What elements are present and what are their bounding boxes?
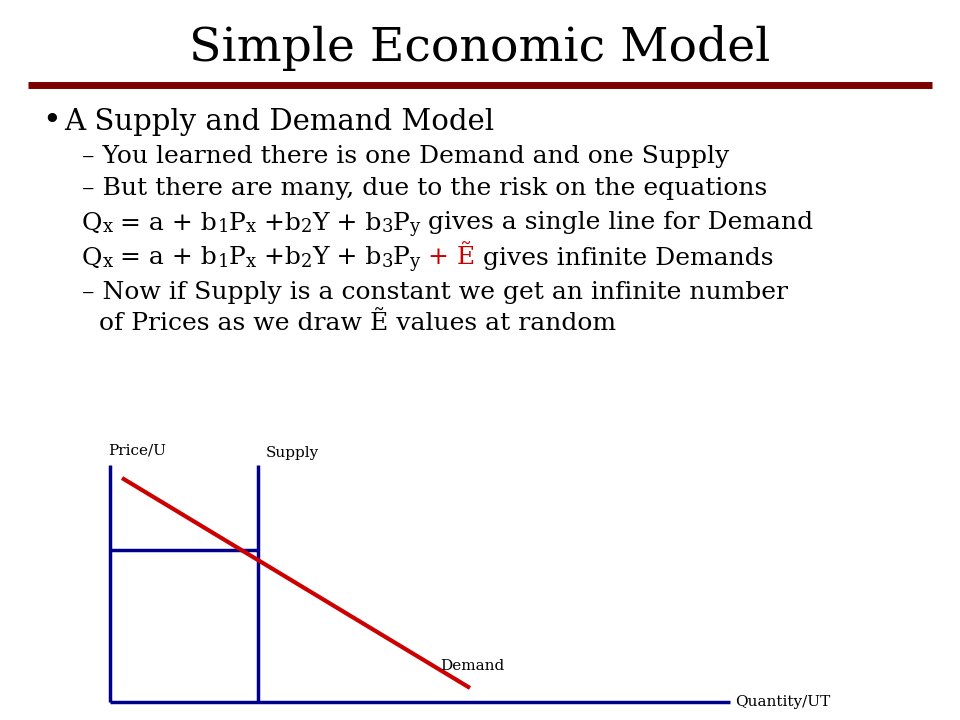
Text: 3: 3 [381,253,393,271]
Text: 3: 3 [381,218,393,236]
Text: x: x [246,218,255,236]
Text: of Prices as we draw Ẽ values at random: of Prices as we draw Ẽ values at random [99,312,616,335]
Text: P: P [228,212,246,235]
Text: 2: 2 [300,253,312,271]
Text: gives a single line for Demand: gives a single line for Demand [420,212,813,235]
Text: gives infinite Demands: gives infinite Demands [475,246,773,269]
Text: •: • [42,107,60,138]
Text: Price/U: Price/U [108,443,166,457]
Text: – But there are many, due to the risk on the equations: – But there are many, due to the risk on… [82,176,767,199]
Text: +b: +b [255,212,300,235]
Text: Q: Q [82,212,103,235]
Text: +b: +b [255,246,300,269]
Text: Supply: Supply [266,446,320,460]
Text: x: x [103,218,112,236]
Text: Y + b: Y + b [312,212,381,235]
Text: Y + b: Y + b [312,246,381,269]
Text: Q: Q [82,246,103,269]
Text: 2: 2 [300,218,312,236]
Text: – You learned there is one Demand and one Supply: – You learned there is one Demand and on… [82,145,730,168]
Text: = a + b: = a + b [112,246,217,269]
Text: P: P [228,246,246,269]
Text: Demand: Demand [440,659,504,673]
Text: Simple Economic Model: Simple Economic Model [189,25,771,71]
Text: y: y [410,218,420,236]
Text: y: y [410,253,420,271]
Text: x: x [103,253,112,271]
Text: – Now if Supply is a constant we get an infinite number: – Now if Supply is a constant we get an … [82,282,788,305]
Text: 1: 1 [217,253,228,271]
Text: x: x [246,253,255,271]
Text: P: P [393,246,410,269]
Text: 1: 1 [217,218,228,236]
Text: A Supply and Demand Model: A Supply and Demand Model [64,108,494,136]
Text: P: P [393,212,410,235]
Text: = a + b: = a + b [112,212,217,235]
Text: + Ẽ: + Ẽ [420,246,475,269]
Text: Quantity/UT: Quantity/UT [735,695,830,709]
